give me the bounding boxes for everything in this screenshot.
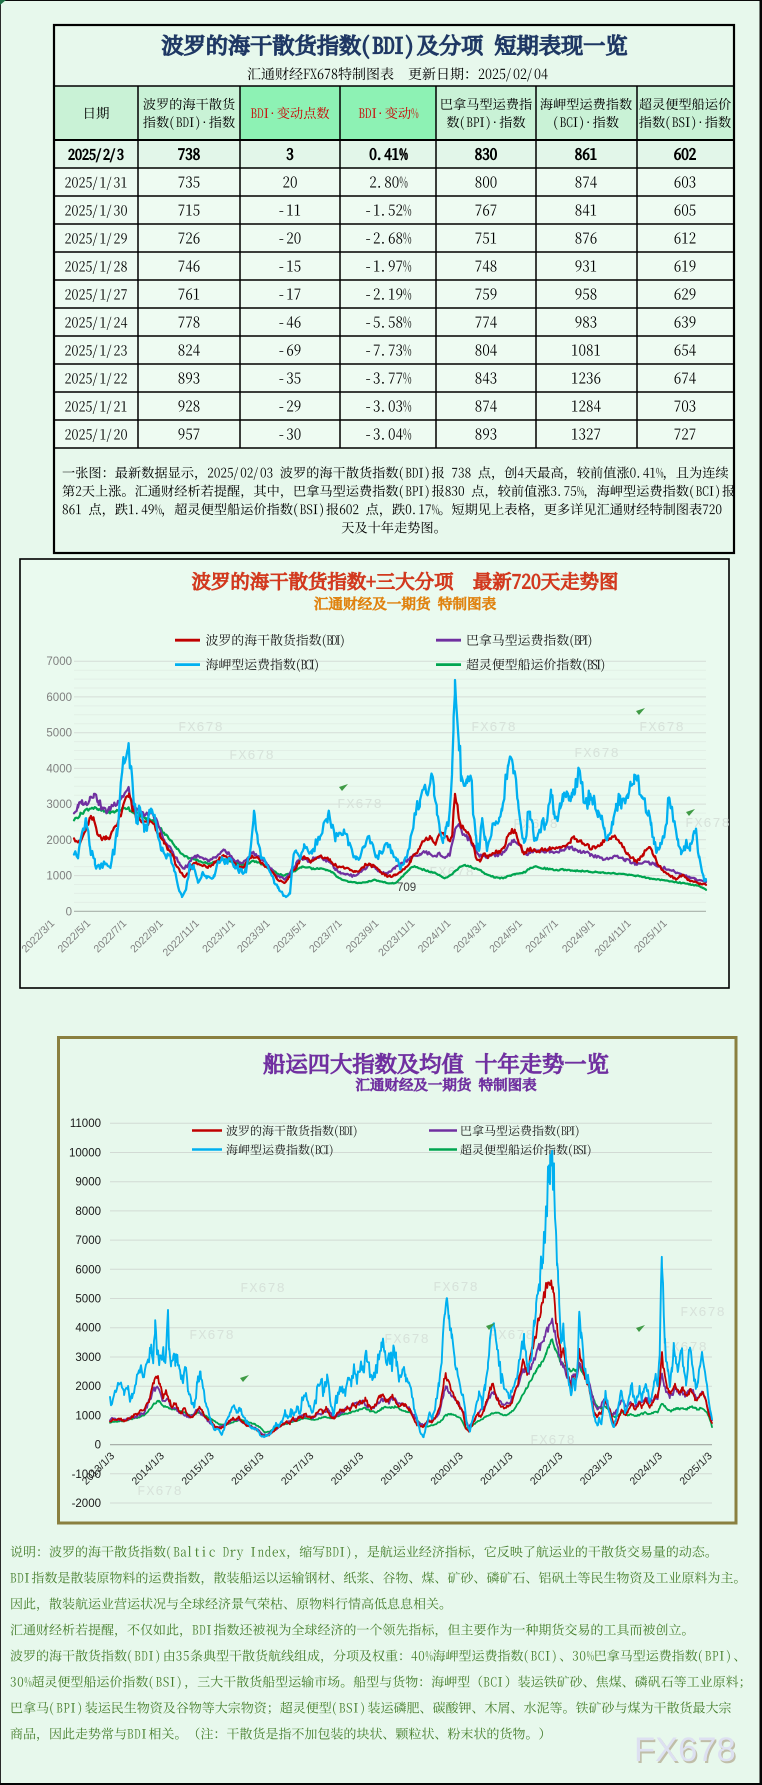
svg-text:5000: 5000 bbox=[75, 1294, 101, 1306]
svg-text:FX678: FX678 bbox=[639, 721, 685, 736]
svg-text:FX678: FX678 bbox=[384, 1333, 430, 1348]
svg-text:6000: 6000 bbox=[75, 1264, 101, 1276]
svg-text:-1000: -1000 bbox=[72, 1469, 101, 1481]
svg-text:9000: 9000 bbox=[75, 1177, 101, 1189]
svg-text:1000: 1000 bbox=[75, 1410, 101, 1422]
svg-text:8000: 8000 bbox=[75, 1206, 101, 1218]
svg-text:3000: 3000 bbox=[75, 1352, 101, 1364]
svg-text:FX678: FX678 bbox=[433, 1281, 479, 1296]
svg-text:709: 709 bbox=[397, 882, 416, 894]
svg-text:5000: 5000 bbox=[46, 728, 72, 740]
svg-text:FX678: FX678 bbox=[229, 749, 275, 764]
svg-text:FX678: FX678 bbox=[178, 721, 224, 736]
svg-text:FX678: FX678 bbox=[634, 1731, 736, 1769]
svg-text:-2000: -2000 bbox=[72, 1498, 101, 1510]
svg-text:3000: 3000 bbox=[46, 799, 72, 811]
svg-text:FX678: FX678 bbox=[240, 1282, 286, 1297]
svg-text:FX678: FX678 bbox=[530, 1434, 576, 1449]
svg-text:7000: 7000 bbox=[75, 1235, 101, 1247]
svg-text:4000: 4000 bbox=[75, 1323, 101, 1335]
svg-text:10000: 10000 bbox=[69, 1148, 101, 1160]
svg-text:6000: 6000 bbox=[46, 692, 72, 704]
svg-text:7000: 7000 bbox=[46, 656, 72, 668]
svg-text:FX678: FX678 bbox=[189, 1329, 235, 1344]
svg-text:1000: 1000 bbox=[46, 871, 72, 883]
svg-text:FX678: FX678 bbox=[685, 817, 731, 832]
svg-text:FX678: FX678 bbox=[337, 798, 383, 813]
svg-text:2000: 2000 bbox=[46, 835, 72, 847]
svg-text:FX678: FX678 bbox=[680, 1306, 726, 1321]
svg-text:FX678: FX678 bbox=[636, 1733, 738, 1771]
svg-text:2000: 2000 bbox=[75, 1381, 101, 1393]
svg-text:FX678: FX678 bbox=[471, 721, 517, 736]
svg-text:11000: 11000 bbox=[70, 1118, 101, 1130]
svg-text:FX678: FX678 bbox=[574, 747, 620, 762]
svg-text:0: 0 bbox=[95, 1440, 101, 1452]
svg-text:4000: 4000 bbox=[46, 763, 72, 775]
svg-text:0: 0 bbox=[66, 906, 72, 918]
svg-text:FX678: FX678 bbox=[137, 1485, 183, 1500]
